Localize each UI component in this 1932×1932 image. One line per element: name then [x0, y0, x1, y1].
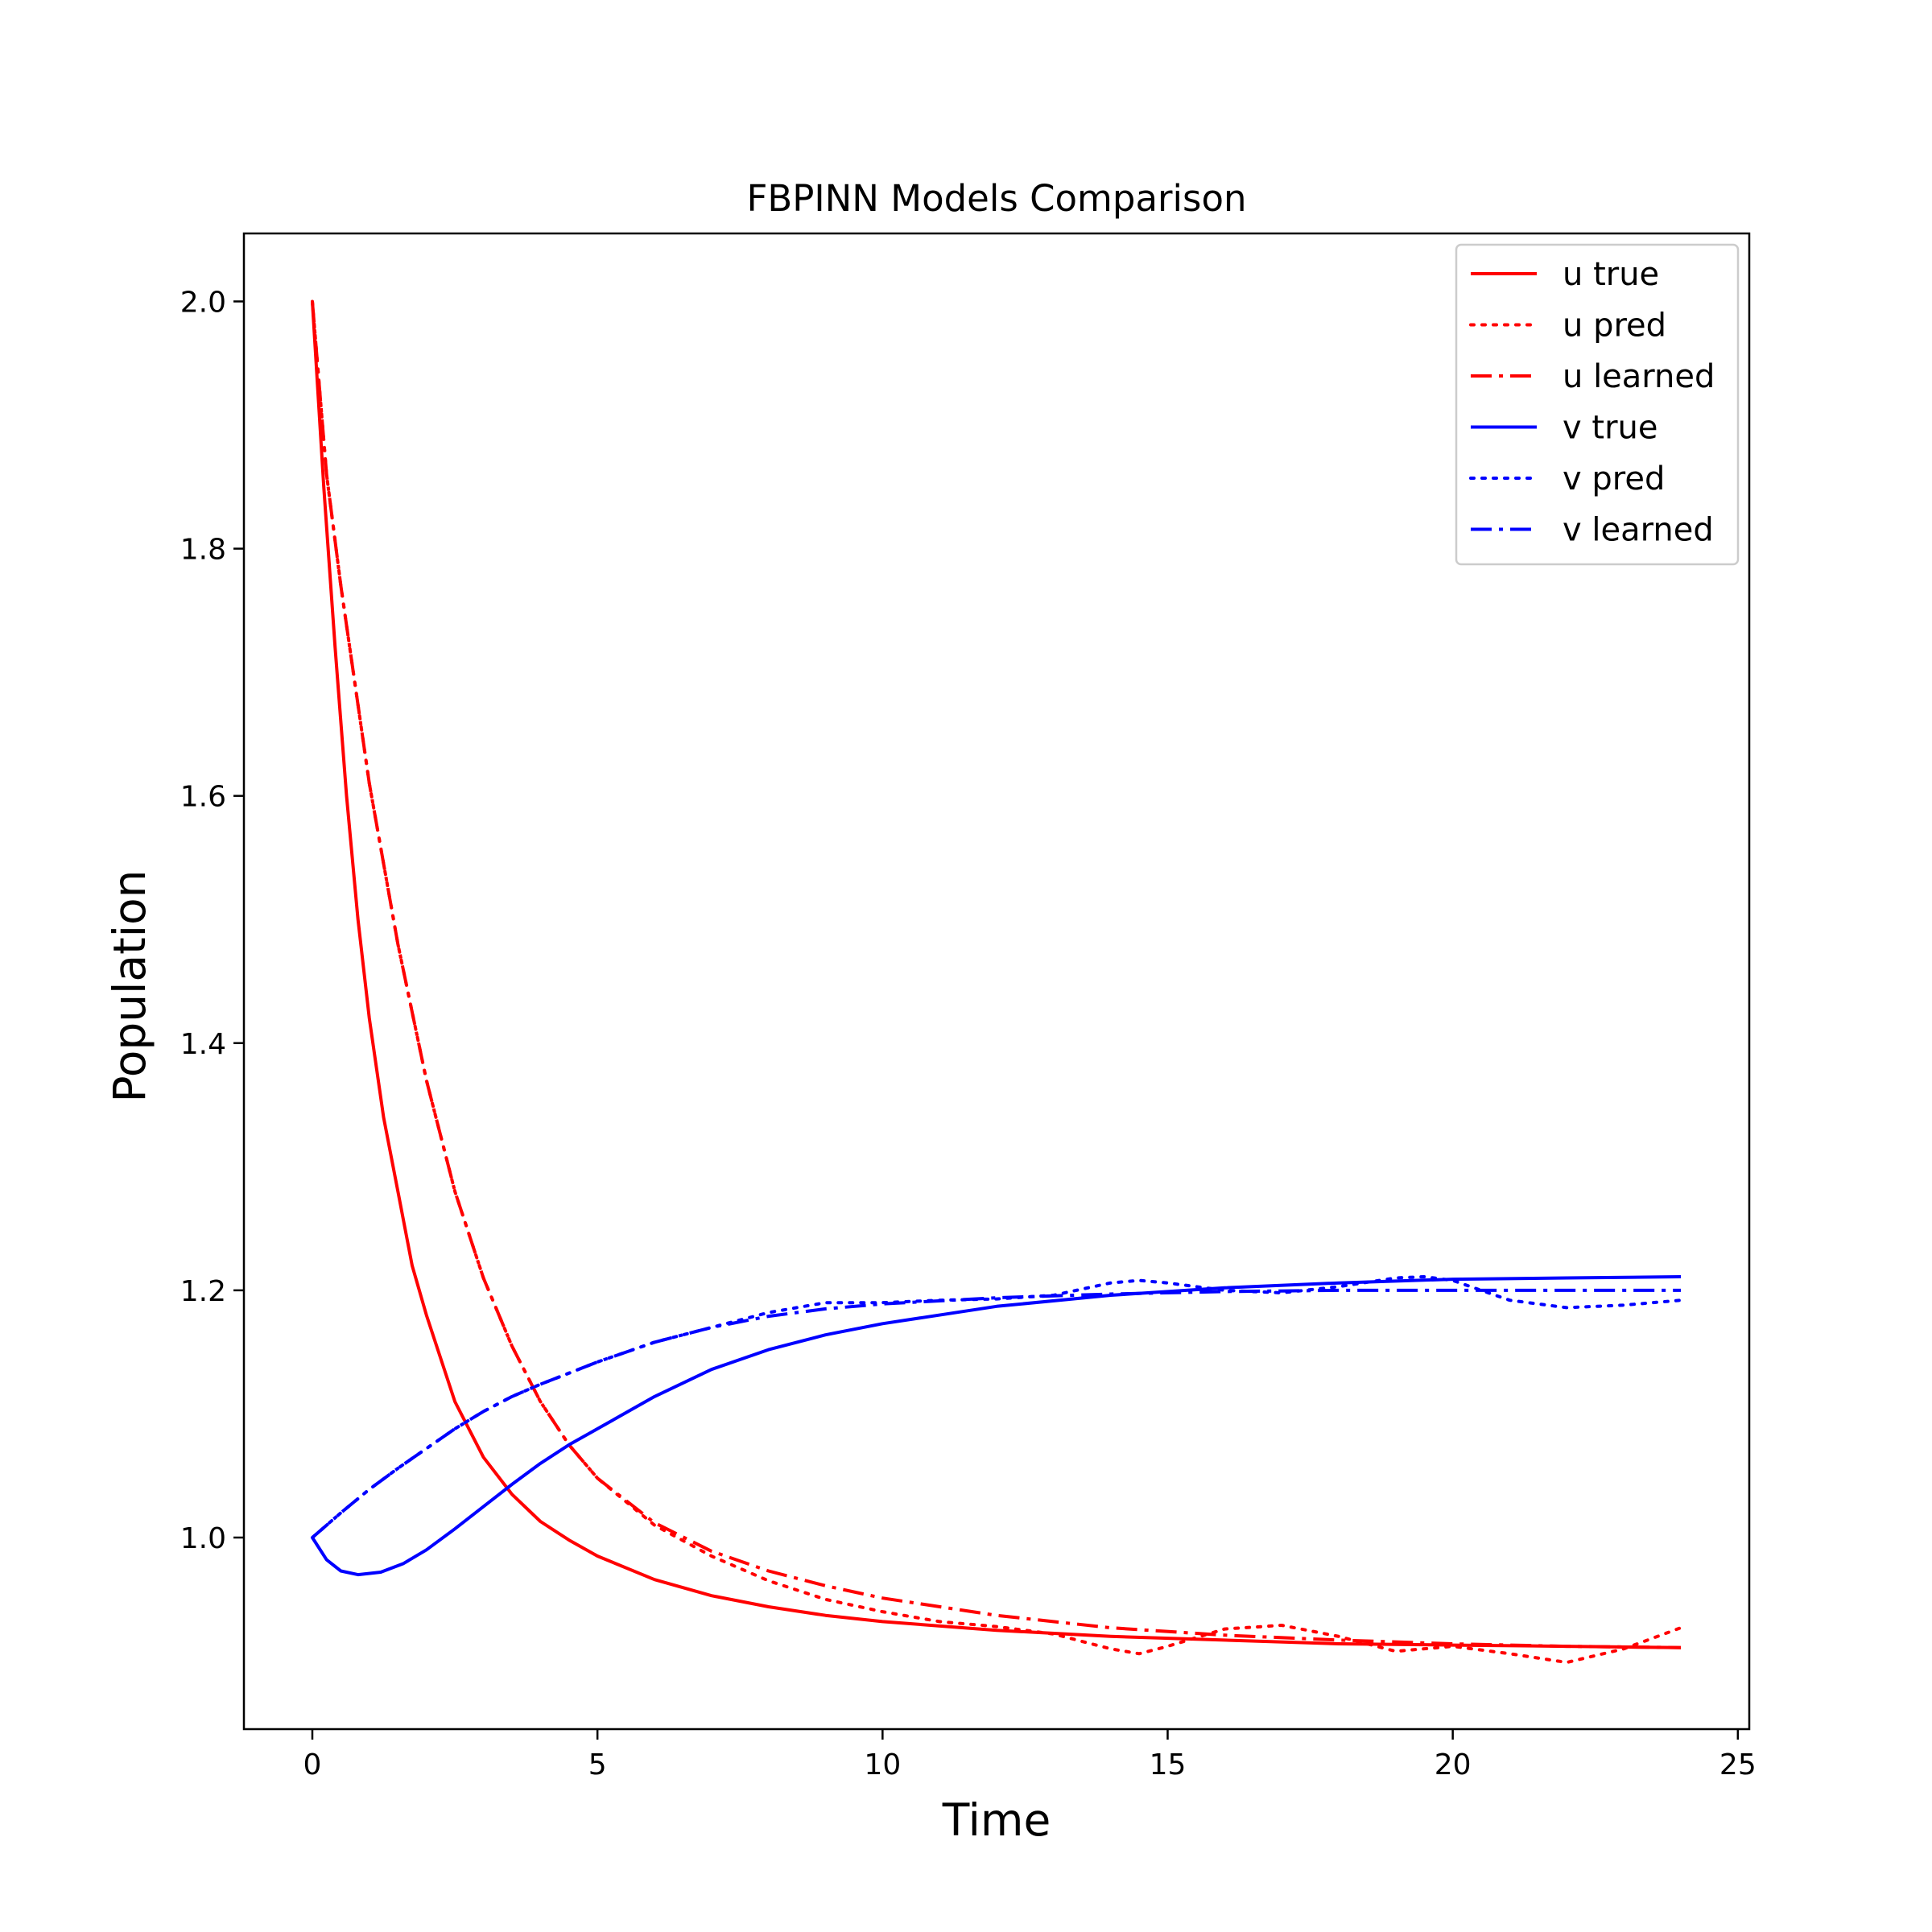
y-tick-label: 1.0	[180, 1522, 226, 1555]
series-layer	[311, 299, 1682, 1665]
series-line-v-learned	[311, 1288, 1681, 1539]
chart-title: FBPINN Models Comparison	[746, 177, 1246, 220]
legend-label: v pred	[1563, 460, 1665, 497]
series-line-u-learned	[311, 301, 1682, 1649]
legend-label: u true	[1563, 256, 1659, 293]
legend-label: v true	[1563, 410, 1657, 447]
y-tick-label: 1.8	[180, 534, 226, 567]
plot-frame	[242, 232, 1751, 1731]
legend-label: v learned	[1563, 512, 1714, 549]
x-tick-label: 25	[1719, 1748, 1757, 1781]
x-tick-label: 20	[1435, 1748, 1472, 1781]
legend-label: u learned	[1563, 358, 1715, 395]
y-axis-title: Population	[104, 870, 155, 1103]
x-tick-label: 5	[588, 1748, 607, 1781]
legend: u true u pred u learned v true v pred v learn…	[1455, 243, 1740, 566]
ticks-layer: 0 5 10 15 20 25 1.0 1.2 1.4 1.6 1.8 2.0	[180, 286, 1757, 1781]
y-tick-label: 1.6	[180, 781, 226, 814]
y-tick-label: 1.2	[180, 1275, 226, 1308]
series-line-u-true	[311, 301, 1682, 1649]
x-tick-label: 15	[1150, 1748, 1187, 1781]
x-tick-label: 0	[303, 1748, 322, 1781]
y-tick-label: 1.4	[180, 1028, 226, 1061]
series-line-u-pred	[311, 299, 1682, 1665]
x-axis-title: Time	[942, 1794, 1051, 1846]
x-tick-label: 10	[864, 1748, 901, 1781]
y-tick-label: 2.0	[180, 286, 226, 319]
legend-label: u pred	[1563, 308, 1666, 345]
series-line-v-true	[311, 1275, 1682, 1577]
